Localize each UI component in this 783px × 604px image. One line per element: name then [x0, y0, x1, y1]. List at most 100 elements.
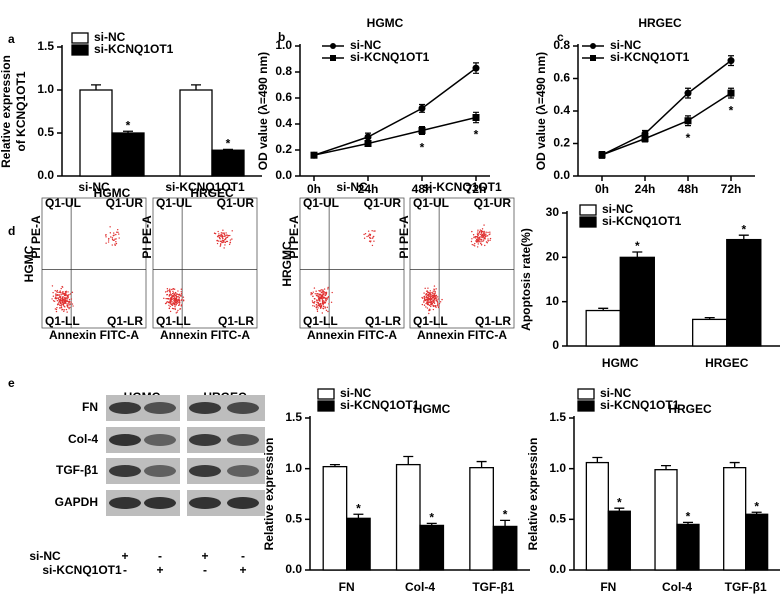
legend-label: si-NC [610, 38, 642, 52]
flow-dot [171, 303, 173, 305]
bar [745, 513, 769, 571]
flow-dot [425, 290, 428, 292]
flow-dot [372, 236, 374, 238]
error-bar [704, 316, 715, 320]
flow-dot [64, 301, 67, 304]
flow-dot [70, 301, 72, 303]
flow-dot [68, 298, 71, 301]
error-bar [500, 519, 511, 527]
flow-dot [471, 230, 473, 233]
flow-dot [220, 241, 223, 243]
flow-dot [59, 302, 62, 305]
flow-dot [114, 238, 116, 240]
flow-dot [172, 302, 174, 304]
error-bar [614, 507, 625, 512]
flow-dot [425, 302, 427, 305]
bar [492, 525, 518, 571]
flow-dot [170, 297, 173, 300]
flow-dot [427, 287, 429, 289]
flow-dot [177, 298, 179, 301]
significance-marker: * [420, 141, 425, 155]
flow-dot [481, 236, 483, 238]
y-tick-label: 0.6 [553, 71, 570, 85]
flow-dot [72, 305, 74, 307]
flow-dot [180, 304, 183, 306]
flow-dot [483, 232, 485, 235]
quadrant-label: Q1-UL [413, 196, 449, 210]
flow-dot [475, 238, 478, 241]
flow-dot [56, 293, 59, 296]
flow-dot [105, 242, 107, 244]
flow-dot [429, 297, 432, 299]
point [472, 64, 480, 72]
flow-dot [436, 302, 439, 304]
y-tick-label: 0.5 [285, 512, 302, 526]
flow-dot [322, 307, 324, 309]
significance-marker: * [356, 501, 361, 515]
flow-dot [485, 233, 487, 235]
flow-dot [435, 299, 437, 302]
legend-swatch [317, 400, 335, 412]
bar [607, 510, 631, 571]
flow-dot [425, 299, 427, 301]
flow-dot [433, 297, 436, 300]
flow-dot [114, 243, 116, 245]
flow-dot [421, 297, 424, 299]
flow-dot [483, 224, 485, 226]
point [310, 151, 318, 159]
flow-dot [71, 303, 74, 305]
flow-dot [322, 299, 324, 302]
flow-dot [223, 235, 226, 237]
flow-frame [409, 197, 515, 329]
bar [723, 467, 747, 571]
flow-dot [109, 226, 111, 228]
flow-dot [219, 245, 221, 247]
legend-label: si-NC [94, 30, 126, 44]
flow-dot [56, 300, 59, 302]
flow-dot [432, 301, 434, 303]
bar [676, 523, 700, 571]
x-tick-label: 72h [466, 182, 487, 196]
blot-band [144, 497, 176, 509]
flow-dot [178, 293, 181, 295]
x-tick-label: FN [600, 580, 616, 594]
flow-dot [174, 291, 177, 294]
quadrant-label: Q1-UR [364, 196, 402, 210]
error-bar [632, 251, 643, 258]
flow-dot [426, 298, 429, 301]
flow-dot [325, 292, 327, 295]
flow-dot [60, 305, 63, 307]
y-tick-label: 0.0 [37, 168, 54, 182]
error-bar [223, 148, 233, 151]
flow-dot [427, 302, 429, 305]
flow-dot [373, 240, 375, 242]
flow-dot [472, 234, 475, 236]
quadrant-label: Q1-LR [365, 314, 401, 328]
flow-dot [480, 242, 482, 245]
flow-dot [479, 233, 482, 236]
flow-dot [172, 287, 174, 290]
flow-dot [321, 303, 323, 305]
significance-marker: * [503, 508, 508, 522]
flow-dot [60, 299, 62, 302]
legend-marker [330, 43, 336, 49]
flow-dot [321, 312, 323, 314]
flow-dot [474, 245, 476, 247]
flow-dot [111, 238, 114, 241]
flow-dot [67, 306, 69, 309]
flow-dot [65, 298, 67, 300]
flow-dot [435, 295, 438, 297]
flow-dot [171, 307, 174, 310]
flow-dot [64, 299, 66, 301]
flow-dot [116, 231, 118, 233]
y-tick-label: 0.6 [275, 90, 292, 104]
flow-dot [231, 238, 233, 240]
flow-dot [180, 288, 183, 290]
point [418, 104, 426, 112]
blot-row-label: TGF-β1 [56, 463, 98, 477]
flow-dot [484, 244, 486, 247]
flow-dot [231, 230, 233, 232]
flow-dot [431, 298, 433, 300]
flow-dot [170, 294, 173, 296]
flow-dot [164, 291, 167, 293]
